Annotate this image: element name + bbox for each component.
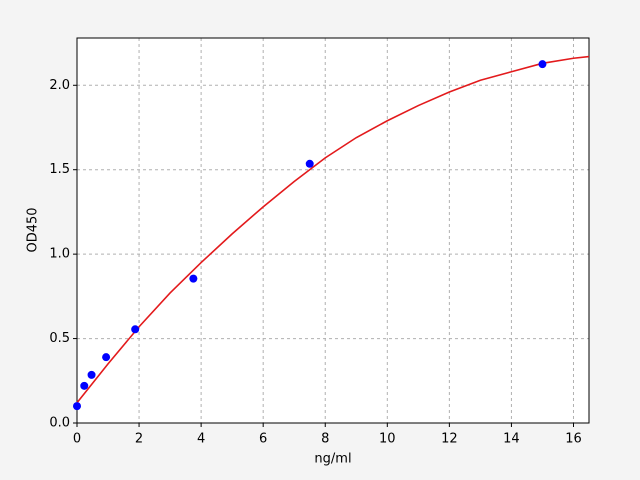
- x-tick-label: 8: [321, 432, 329, 447]
- x-tick-label: 0: [73, 432, 81, 447]
- data-point: [131, 325, 140, 334]
- x-tick-label: 10: [379, 432, 396, 447]
- x-tick-label: 12: [441, 432, 458, 447]
- x-tick-label: 6: [259, 432, 267, 447]
- data-point: [189, 274, 198, 283]
- data-point: [538, 60, 547, 69]
- x-tick-label: 2: [135, 432, 143, 447]
- x-tick-label: 4: [197, 432, 205, 447]
- x-tick-label: 14: [503, 432, 520, 447]
- y-tick-label: 2.0: [49, 78, 70, 93]
- data-point: [73, 402, 81, 411]
- x-tick-label: 16: [565, 432, 582, 447]
- fit-curve: [76, 55, 590, 404]
- axes-frame: [76, 37, 590, 424]
- y-tick-label: 0.0: [49, 416, 70, 431]
- data-point: [87, 370, 96, 379]
- x-axis-label: ng/ml: [314, 452, 351, 467]
- y-axis-label: OD450: [26, 207, 41, 252]
- data-point: [305, 159, 314, 168]
- data-point: [102, 353, 111, 362]
- y-tick-label: 0.5: [49, 331, 70, 346]
- data-point: [80, 381, 89, 390]
- y-tick-label: 1.0: [49, 247, 70, 262]
- y-tick-label: 1.5: [49, 162, 70, 177]
- plot-area: [77, 38, 589, 423]
